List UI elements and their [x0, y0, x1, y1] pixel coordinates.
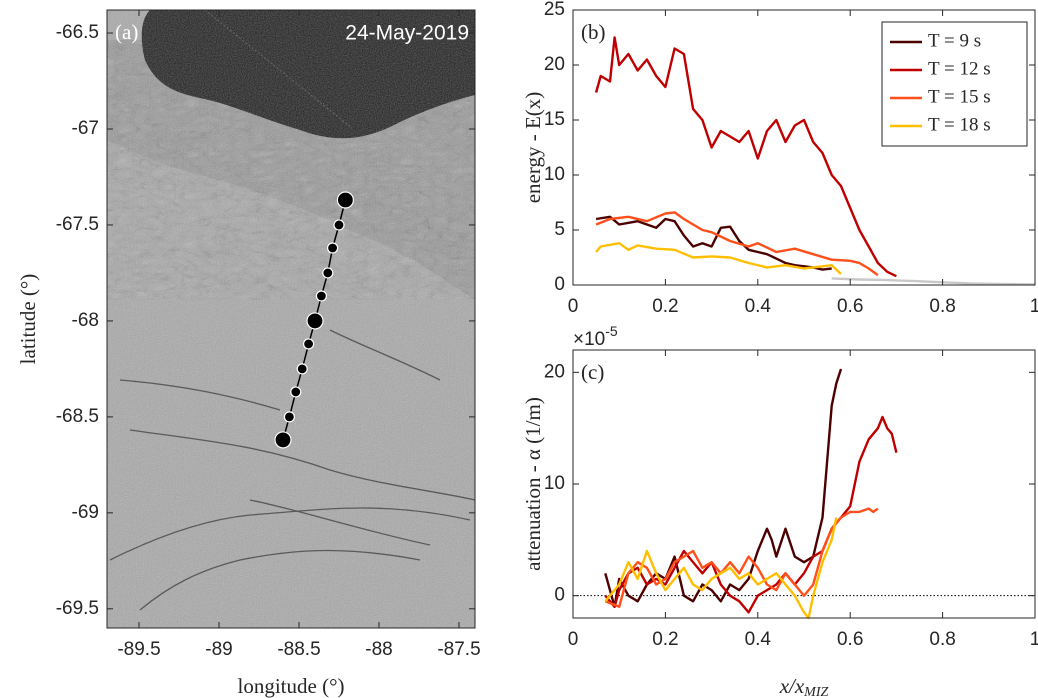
legend-label: T = 9 s — [928, 30, 981, 51]
y-axis-label: energy - E(x) — [521, 92, 545, 204]
x-tick-label: -89.5 — [117, 639, 160, 660]
x-axis-label: x/xMIZ — [779, 674, 829, 698]
track-point — [315, 290, 327, 302]
track-point — [322, 267, 334, 279]
x-tick-label: 0.2 — [652, 296, 678, 317]
y-tick-label: 15 — [544, 109, 565, 130]
y-tick-label: -67 — [72, 118, 99, 139]
x-tick-label: -87.5 — [437, 639, 480, 660]
y-tick-label: -69.5 — [56, 598, 99, 619]
track-point — [327, 242, 339, 254]
series-line — [595, 215, 832, 271]
x-tick-label: 0 — [568, 629, 579, 650]
panel-label: (b) — [581, 20, 606, 44]
x-tick-label: 0.6 — [837, 629, 863, 650]
panel-label: (a) — [115, 20, 138, 44]
x-label-main: x/x — [779, 674, 805, 698]
y-axis-label: attenuation - α (1/m) — [521, 397, 545, 571]
series-line — [604, 368, 843, 608]
y-tick-label: -68.5 — [56, 406, 99, 427]
track-point — [333, 219, 345, 231]
y-tick-label: 0 — [554, 274, 565, 295]
x-tick-label: 0.2 — [652, 629, 678, 650]
series-line — [604, 415, 898, 614]
y-tick-label: 20 — [544, 54, 565, 75]
y-axis-label: latitude (°) — [16, 274, 40, 365]
panel-label: (c) — [581, 360, 604, 384]
x-tick-label: -88.5 — [277, 639, 320, 660]
legend-label: T = 18 s — [928, 114, 991, 135]
series-line — [594, 36, 897, 278]
x-tick-label: 0.8 — [929, 629, 955, 650]
track-point — [336, 191, 354, 209]
y-tick-label: 25 — [544, 0, 565, 20]
x-label-subscript: MIZ — [803, 685, 828, 698]
x-tick-label: 0.6 — [837, 296, 863, 317]
x-tick-label: -88 — [365, 639, 392, 660]
exponent-power: -5 — [605, 323, 618, 339]
sar-image — [107, 10, 475, 628]
y-tick-label: -69 — [72, 502, 99, 523]
series-line — [595, 242, 842, 275]
y-tick-label: 20 — [544, 361, 565, 382]
track-point — [306, 312, 324, 330]
legend-label: T = 15 s — [928, 86, 991, 107]
x-tick-label: 0.8 — [929, 296, 955, 317]
series-line — [604, 517, 838, 620]
date-annotation: 24-May-2019 — [345, 22, 469, 45]
y-tick-label: 10 — [544, 164, 565, 185]
axes-box — [106, 9, 476, 629]
x-tick-label: 1 — [1030, 296, 1038, 317]
track-point — [274, 431, 292, 449]
x-tick-label: -89 — [205, 639, 232, 660]
legend-label: T = 12 s — [928, 58, 991, 79]
y-tick-label: -68 — [72, 310, 99, 331]
series-line — [595, 211, 879, 277]
exponent-label: ×10-5 — [573, 323, 618, 350]
y-tick-label: 5 — [554, 219, 565, 240]
y-tick-label: -66.5 — [56, 22, 99, 43]
x-tick-label: 0 — [568, 296, 579, 317]
series-line — [831, 277, 1036, 286]
track-point — [290, 386, 302, 398]
x-tick-label: 0.4 — [745, 629, 772, 650]
y-tick-label: -67.5 — [56, 214, 99, 235]
series-line — [604, 507, 879, 608]
x-axis-label: longitude (°) — [238, 674, 345, 698]
track-point — [296, 363, 308, 375]
exponent-base: ×10 — [573, 329, 605, 350]
x-tick-label: 0.4 — [745, 296, 772, 317]
track-point — [283, 411, 295, 423]
y-tick-label: 0 — [554, 585, 565, 606]
y-tick-label: 10 — [544, 473, 565, 494]
x-tick-label: 1 — [1030, 629, 1038, 650]
axes-box — [572, 9, 1036, 286]
track-point — [303, 338, 315, 350]
